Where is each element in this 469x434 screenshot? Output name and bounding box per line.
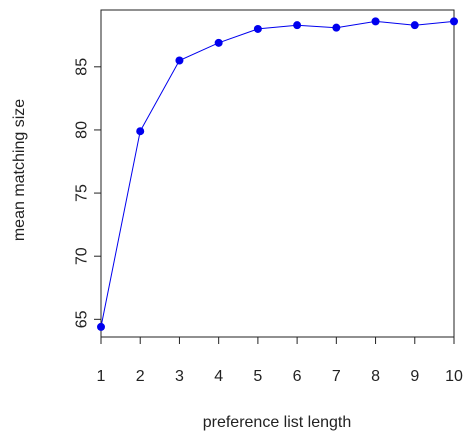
y-tick-label: 85 bbox=[74, 58, 91, 76]
data-point bbox=[214, 38, 223, 47]
x-tick-label: 10 bbox=[445, 368, 463, 385]
y-tick-label: 70 bbox=[74, 247, 91, 265]
y-tick-label: 75 bbox=[74, 184, 91, 202]
y-axis: 65 70 75 80 85 bbox=[74, 58, 101, 328]
y-tick-label: 65 bbox=[74, 310, 91, 328]
data-point bbox=[253, 24, 262, 33]
data-point bbox=[450, 17, 458, 26]
x-tick-label: 4 bbox=[214, 368, 223, 385]
x-tick-label: 1 bbox=[97, 368, 106, 385]
x-tick-label: 2 bbox=[136, 368, 145, 385]
series-line bbox=[100, 20, 455, 327]
x-axis: 1 2 3 4 5 6 7 8 9 10 bbox=[97, 337, 463, 385]
y-tick-label: 80 bbox=[74, 121, 91, 139]
x-tick-label: 8 bbox=[371, 368, 380, 385]
data-point bbox=[410, 21, 419, 30]
data-point bbox=[293, 21, 302, 30]
data-point bbox=[97, 322, 105, 331]
plot-frame bbox=[100, 9, 455, 338]
data-point bbox=[136, 127, 145, 136]
series-layer bbox=[97, 17, 458, 331]
x-tick-label: 7 bbox=[332, 368, 341, 385]
y-axis-title: mean matching size bbox=[11, 99, 28, 241]
x-tick-label: 5 bbox=[253, 368, 262, 385]
data-point bbox=[371, 17, 380, 26]
x-tick-label: 9 bbox=[410, 368, 419, 385]
data-point bbox=[332, 23, 341, 32]
x-tick-label: 6 bbox=[293, 368, 302, 385]
x-axis-title: preference list length bbox=[203, 414, 352, 431]
x-tick-label: 3 bbox=[175, 368, 184, 385]
data-point bbox=[175, 56, 184, 65]
